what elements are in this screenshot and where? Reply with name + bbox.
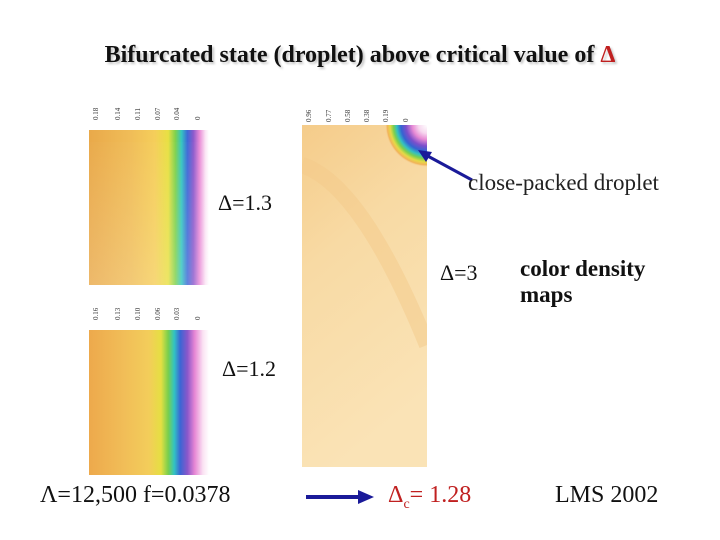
tick-label: 0.14: [114, 107, 122, 120]
tick-label: 0.19: [382, 109, 390, 122]
tick-label: 0.96: [305, 109, 313, 122]
tick-label: 0.04: [173, 107, 181, 120]
tick-label: 0: [194, 316, 202, 321]
density-map-delta-3-image: [299, 125, 435, 467]
density-map-delta-1-3-image: [89, 130, 209, 285]
density-map-delta-1-2-tick-labels: 0.16 0.13 0.10 0.06 0.03 0: [92, 288, 212, 322]
tick-label: 0: [194, 116, 202, 121]
delta-3-label: Δ=3: [440, 260, 478, 285]
title-text: Bifurcated state (droplet) above critica…: [104, 42, 601, 68]
tick-label: 0.11: [134, 108, 142, 120]
density-map-delta-1-3-tick-labels: 0.18 0.14 0.11 0.07 0.04 0: [92, 88, 212, 122]
title-delta-symbol: Δ: [600, 42, 616, 68]
annotation-arrow: [418, 150, 473, 182]
critical-delta-value: Δc= 1.28: [388, 482, 471, 513]
close-packed-droplet-label: close-packed droplet: [468, 170, 659, 195]
lms-2002-label: LMS 2002: [555, 482, 659, 508]
tick-label: 0.58: [344, 109, 352, 122]
density-map-delta-1-3: [89, 130, 209, 285]
color-density-maps-label: color density maps: [520, 256, 646, 307]
result-arrow: [306, 490, 374, 504]
critical-delta-number: = 1.28: [409, 482, 472, 508]
tick-label: 0.77: [325, 109, 333, 122]
tick-label: 0.03: [173, 307, 181, 320]
tick-label: 0.18: [92, 107, 100, 120]
lambda-f-parameters: Λ=12,500 f=0.0378: [40, 482, 231, 508]
tick-label: 0: [402, 118, 410, 123]
density-map-delta-1-2-image: [89, 330, 209, 475]
tick-label: 0.16: [92, 307, 100, 320]
density-map-delta-3-tick-labels: 0.96 0.77 0.58 0.38 0.19 0: [303, 84, 428, 122]
density-map-delta-1-2: [89, 330, 209, 475]
tick-label: 0.13: [114, 307, 122, 320]
tick-label: 0.38: [363, 109, 371, 122]
tick-label: 0.06: [154, 307, 162, 320]
delta-1-2-label: Δ=1.2: [222, 356, 277, 381]
tick-label: 0.07: [154, 107, 162, 120]
critical-delta-symbol: Δ: [388, 482, 404, 508]
delta-1-3-label: Δ=1.3: [218, 190, 273, 215]
slide-title: Bifurcated state (droplet) above critica…: [0, 42, 720, 69]
density-map-delta-3: [299, 125, 435, 467]
critical-delta-subscript: c: [403, 496, 410, 512]
tick-label: 0.10: [134, 307, 142, 320]
